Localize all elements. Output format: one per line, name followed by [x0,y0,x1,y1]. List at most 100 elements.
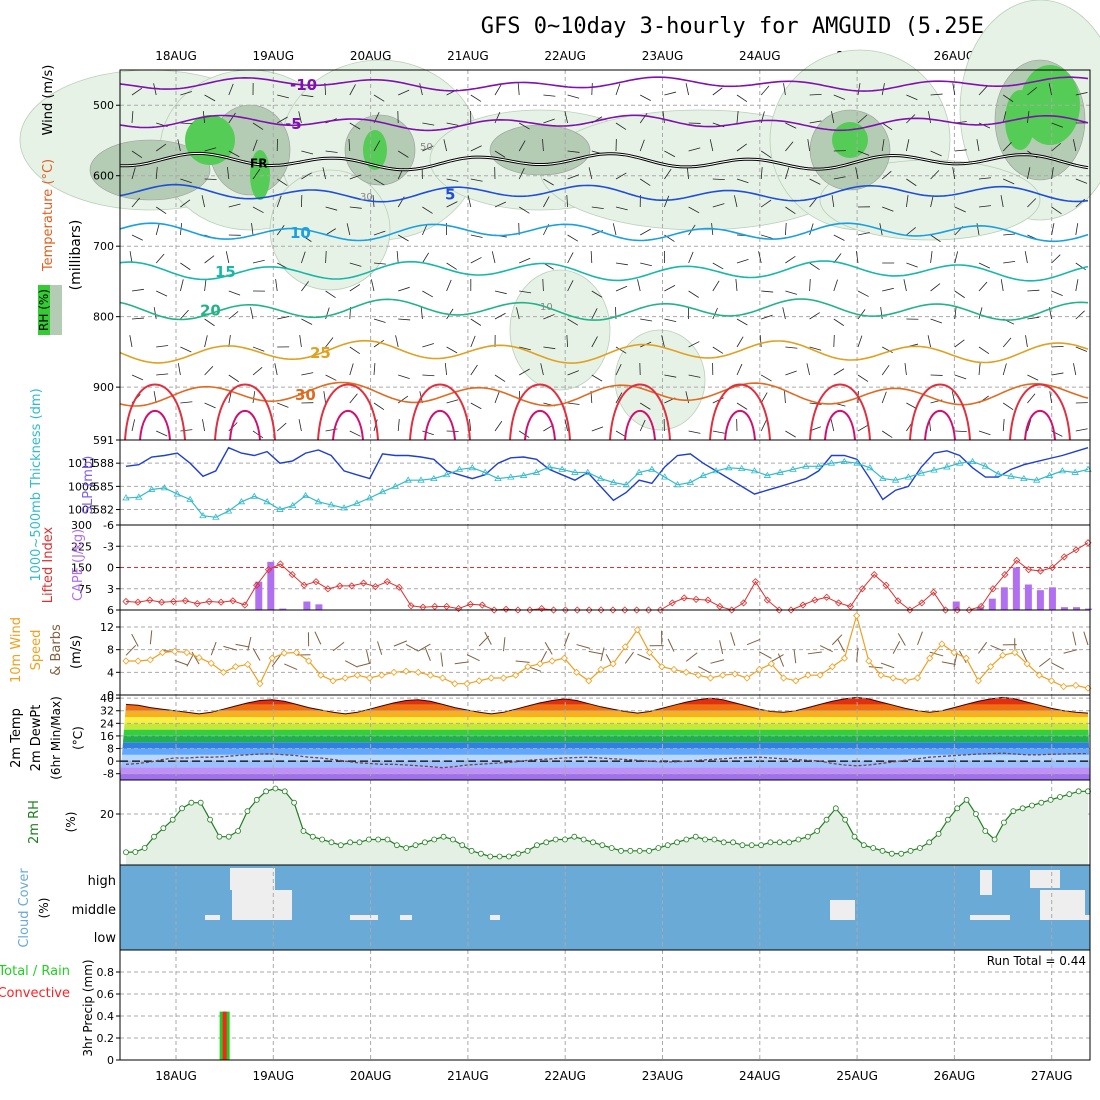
pressure-label: (millibars) [68,220,84,291]
wind-point [780,674,788,682]
wind-barb [277,316,290,320]
wind-barb [467,195,472,208]
temp-contour [1024,410,1056,441]
li-point [359,579,368,587]
wind-barb [446,122,459,126]
thickness-point [353,499,361,506]
wind-barb [990,644,1004,652]
li-point [692,595,700,603]
thickness-point [417,476,425,483]
wind-barb [424,647,431,662]
wind-barb [567,402,580,405]
panel-frame [119,949,1091,1061]
cape-tick-label: 75 [78,583,92,596]
wind-point [548,657,556,665]
li-point [585,606,593,614]
wind-barb [952,167,956,180]
thickness-point [340,504,348,511]
tick-label: 591 [93,434,114,447]
wind-point [365,674,374,682]
wind-barb [518,430,530,438]
li-point [312,578,320,586]
wind-barb [516,307,520,320]
wind-barb [785,141,794,152]
wind-barb [373,140,381,152]
date-label-top: 18AUG [155,49,197,63]
wind-barb [951,391,956,404]
date-label-bottom: 27AUG [1031,1069,1073,1083]
wind-barb [204,255,215,264]
li-point [740,599,748,607]
li-point [704,596,712,604]
rh-point [674,839,680,846]
date-label-top: 21AUG [447,49,489,63]
date-label-top: 19AUG [253,49,295,63]
wind-barb [736,336,744,348]
rh-area-fill [126,788,1088,865]
li-point [906,606,914,614]
wind-barb [325,250,327,264]
wind-barb [567,174,579,180]
wind-barb [615,206,628,211]
wind-point [207,659,215,667]
wind-barb [1003,178,1015,185]
wind-barb [494,150,506,158]
rh-point [375,836,382,843]
wind-barb [978,262,991,269]
wind-barb [640,94,651,102]
thickness-point [827,459,836,466]
cape-bar [1036,590,1044,610]
wind-barb [1075,178,1088,184]
rh-point [216,833,223,840]
wind-barb [418,643,431,652]
li-point [193,600,201,608]
wind-point [475,677,483,685]
rh-point [627,847,634,854]
wind-barb [1002,337,1012,348]
wind-barb [615,262,628,266]
li-point [775,606,783,614]
date-label-bottom: 20AUG [350,1069,392,1083]
rh-point [496,853,503,860]
wind-barb [688,430,701,434]
wind-barb [518,122,530,130]
wind-barb [661,335,665,348]
li-point [336,582,344,590]
wind-barb [204,402,216,409]
cape-label: CAPE (J/kg) [71,529,86,601]
tick-label: -8 [103,768,114,781]
wind-barb [688,374,701,378]
cape-bar [1024,584,1032,610]
wind-barb [325,150,338,153]
wind-barb [325,307,330,320]
wind-barb [856,647,859,662]
thickness-point [1071,468,1079,475]
thickness-point [956,459,964,466]
li-point [431,602,439,611]
wind-barb [344,660,358,668]
wind-barb [422,374,435,377]
tick-label: 700 [93,240,114,253]
rh-point [842,816,849,823]
wind-point [804,671,812,679]
wind-barb [688,147,701,152]
temp-contour [119,381,1089,407]
wind-barb [882,206,894,212]
wind-barb [325,228,336,236]
wind-barb [494,84,502,96]
wind-barb [518,167,525,180]
wind-barb [543,178,554,186]
wind-barb [930,170,940,180]
wind-point [171,647,179,655]
wind-barb [639,112,648,124]
wind-barb [736,111,739,124]
wind-barb [567,94,580,99]
wind-barb [978,177,991,180]
li-point [229,597,237,605]
wind-barb [276,195,282,208]
wind-barb [446,346,458,354]
wind-barb [325,206,338,211]
wind-barb [758,651,772,659]
wind-point [658,663,666,671]
thickness-point [1007,472,1015,479]
